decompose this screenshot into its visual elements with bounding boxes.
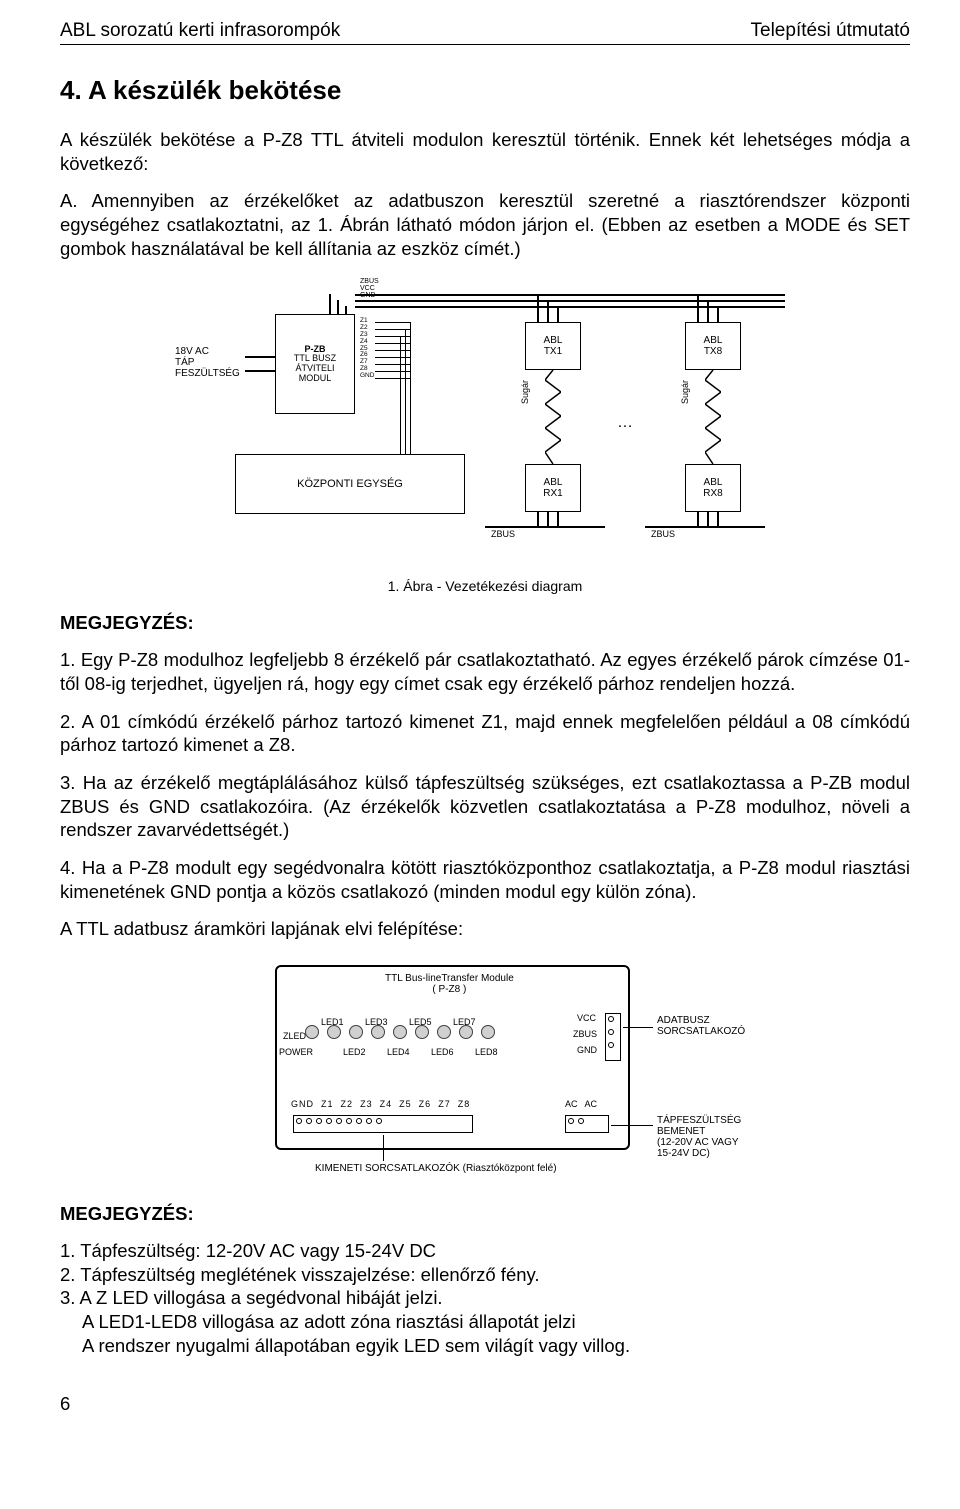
output-connector bbox=[293, 1115, 473, 1133]
abl-tx1-box: ABL TX1 bbox=[525, 322, 581, 370]
abl-tx8-l2: TX8 bbox=[704, 346, 722, 357]
header-left: ABL sorozatú kerti infrasorompók bbox=[60, 20, 340, 42]
zbus-label-1: ZBUS bbox=[491, 530, 515, 540]
led-8 bbox=[481, 1025, 495, 1039]
abl-tx1-l2: TX1 bbox=[544, 346, 562, 357]
ann-bus-l1: ADATBUSZ bbox=[657, 1015, 745, 1026]
note1-4: 4. Ha a P-Z8 modult egy segédvonalra köt… bbox=[60, 856, 910, 903]
pcb-title-l1: TTL Bus-lineTransfer Module bbox=[385, 973, 514, 984]
ann-power: TÁPFESZÜLTSÉG BEMENET (12-20V AC VAGY 15… bbox=[657, 1115, 755, 1159]
abl-tx1-l1: ABL bbox=[544, 335, 563, 346]
intro-paragraph-1: A készülék bekötése a P-Z8 TTL átviteli … bbox=[60, 128, 910, 175]
lbl-power: POWER bbox=[279, 1047, 313, 1057]
bl-z3: Z3 bbox=[360, 1099, 373, 1109]
note2-3a: A LED1-LED8 villogása az adott zóna rias… bbox=[60, 1310, 910, 1334]
ann-pwr-l1: TÁPFESZÜLTSÉG BEMENET bbox=[657, 1115, 755, 1137]
ac-1: AC bbox=[565, 1099, 578, 1109]
bl-gnd: GND bbox=[291, 1099, 314, 1109]
central-unit-box: KÖZPONTI EGYSÉG bbox=[235, 454, 465, 514]
lbl-led2: LED2 bbox=[343, 1047, 366, 1057]
bl-z2: Z2 bbox=[341, 1099, 354, 1109]
note1-3: 3. Ha az érzékelő megtáplálásához külső … bbox=[60, 771, 910, 842]
page-header: ABL sorozatú kerti infrasorompók Telepít… bbox=[60, 20, 910, 42]
abl-rx1-l1: ABL bbox=[544, 477, 563, 488]
lbl-led8: LED8 bbox=[475, 1047, 498, 1057]
abl-tx8-l1: ABL bbox=[704, 335, 723, 346]
wiring-diagram: ZBUS VCC GND 18V AC TÁP FESZÜLTSÉG P-ZB … bbox=[165, 274, 805, 594]
pcb-title-l2: ( P-Z8 ) bbox=[385, 984, 514, 995]
note1-1: 1. Egy P-Z8 modulhoz legfeljebb 8 érzéke… bbox=[60, 648, 910, 695]
lbl-led6: LED6 bbox=[431, 1047, 454, 1057]
pin-vcc-label: VCC bbox=[360, 285, 379, 292]
led-7 bbox=[459, 1025, 473, 1039]
header-right: Telepítési útmutató bbox=[751, 20, 910, 42]
led-4 bbox=[393, 1025, 407, 1039]
bl-z4: Z4 bbox=[380, 1099, 393, 1109]
pin-zbus-label: ZBUS bbox=[360, 278, 379, 285]
power-connector bbox=[565, 1115, 609, 1133]
notes1-title: MEGJEGYZÉS: bbox=[60, 612, 910, 634]
pin-zbus: ZBUS bbox=[573, 1029, 597, 1039]
note2-2: 2. Tápfeszültség meglétének visszajelzés… bbox=[60, 1263, 910, 1287]
led-2 bbox=[349, 1025, 363, 1039]
led-3 bbox=[371, 1025, 385, 1039]
abl-rx1-box: ABL RX1 bbox=[525, 464, 581, 512]
abl-rx8-l2: RX8 bbox=[703, 488, 722, 499]
diagram1-caption: 1. Ábra - Vezetékezési diagram bbox=[165, 578, 805, 594]
bl-z8: Z8 bbox=[458, 1099, 471, 1109]
pin-gnd: GND bbox=[577, 1045, 597, 1055]
ac-2: AC bbox=[585, 1099, 598, 1109]
psu-label-3: FESZÜLTSÉG bbox=[175, 368, 240, 379]
ann-out: KIMENETI SORCSATLAKOZÓK (Riasztóközpont … bbox=[315, 1163, 557, 1174]
bl-z1: Z1 bbox=[321, 1099, 334, 1109]
note2-3: 3. A Z LED villogása a segédvonal hibájá… bbox=[60, 1286, 910, 1310]
central-unit-label: KÖZPONTI EGYSÉG bbox=[297, 478, 403, 490]
led-zled bbox=[305, 1025, 319, 1039]
header-rule bbox=[60, 44, 910, 45]
ann-bus-l2: SORCSATLAKOZÓ bbox=[657, 1026, 745, 1037]
psu-label-1: 18V AC bbox=[175, 346, 240, 357]
intro-paragraph-2: A. Amennyiben az érzékelőket az adatbusz… bbox=[60, 189, 910, 260]
bl-z6: Z6 bbox=[419, 1099, 432, 1109]
ann-bus: ADATBUSZ SORCSATLAKOZÓ bbox=[657, 1015, 745, 1037]
mid-paragraph: A TTL adatbusz áramköri lapjának elvi fe… bbox=[60, 917, 910, 941]
pzb-l4: MODUL bbox=[299, 374, 332, 384]
zbus-label-2: ZBUS bbox=[651, 530, 675, 540]
abl-rx1-l2: RX1 bbox=[543, 488, 562, 499]
sugar-label-1: Sugár bbox=[521, 380, 531, 404]
page-number: 6 bbox=[60, 1393, 910, 1415]
ann-pwr-l2: (12-20V AC VAGY 15-24V DC) bbox=[657, 1137, 755, 1159]
led-6 bbox=[437, 1025, 451, 1039]
section-title: 4. A készülék bekötése bbox=[60, 75, 910, 106]
led-1 bbox=[327, 1025, 341, 1039]
abl-rx8-l1: ABL bbox=[704, 477, 723, 488]
psu-label-2: TÁP bbox=[175, 357, 240, 368]
pin-side-gnd: GND bbox=[360, 373, 374, 380]
pin-gnd-label: GND bbox=[360, 292, 379, 299]
pcb-title: TTL Bus-lineTransfer Module ( P-Z8 ) bbox=[385, 973, 514, 995]
lbl-zled: ZLED bbox=[283, 1031, 306, 1041]
bl-z7: Z7 bbox=[438, 1099, 451, 1109]
pzb-module-box: P-ZB TTL BUSZ ÁTVITELI MODUL bbox=[275, 314, 355, 414]
note2-1: 1. Tápfeszültség: 12-20V AC vagy 15-24V … bbox=[60, 1239, 910, 1263]
sugar-label-2: Sugár bbox=[681, 380, 691, 404]
pin-vcc: VCC bbox=[577, 1013, 596, 1023]
pcb-diagram: TTL Bus-lineTransfer Module ( P-Z8 ) ZLE… bbox=[215, 955, 755, 1185]
abl-rx8-box: ABL RX8 bbox=[685, 464, 741, 512]
abl-tx8-box: ABL TX8 bbox=[685, 322, 741, 370]
bl-z5: Z5 bbox=[399, 1099, 412, 1109]
note1-2: 2. A 01 címkódú érzékelő párhoz tartozó … bbox=[60, 710, 910, 757]
led-row bbox=[305, 1025, 495, 1039]
bus-connector bbox=[605, 1013, 621, 1061]
note2-3b: A rendszer nyugalmi állapotában egyik LE… bbox=[60, 1334, 910, 1358]
lbl-led4: LED4 bbox=[387, 1047, 410, 1057]
notes2-title: MEGJEGYZÉS: bbox=[60, 1203, 910, 1225]
led-5 bbox=[415, 1025, 429, 1039]
